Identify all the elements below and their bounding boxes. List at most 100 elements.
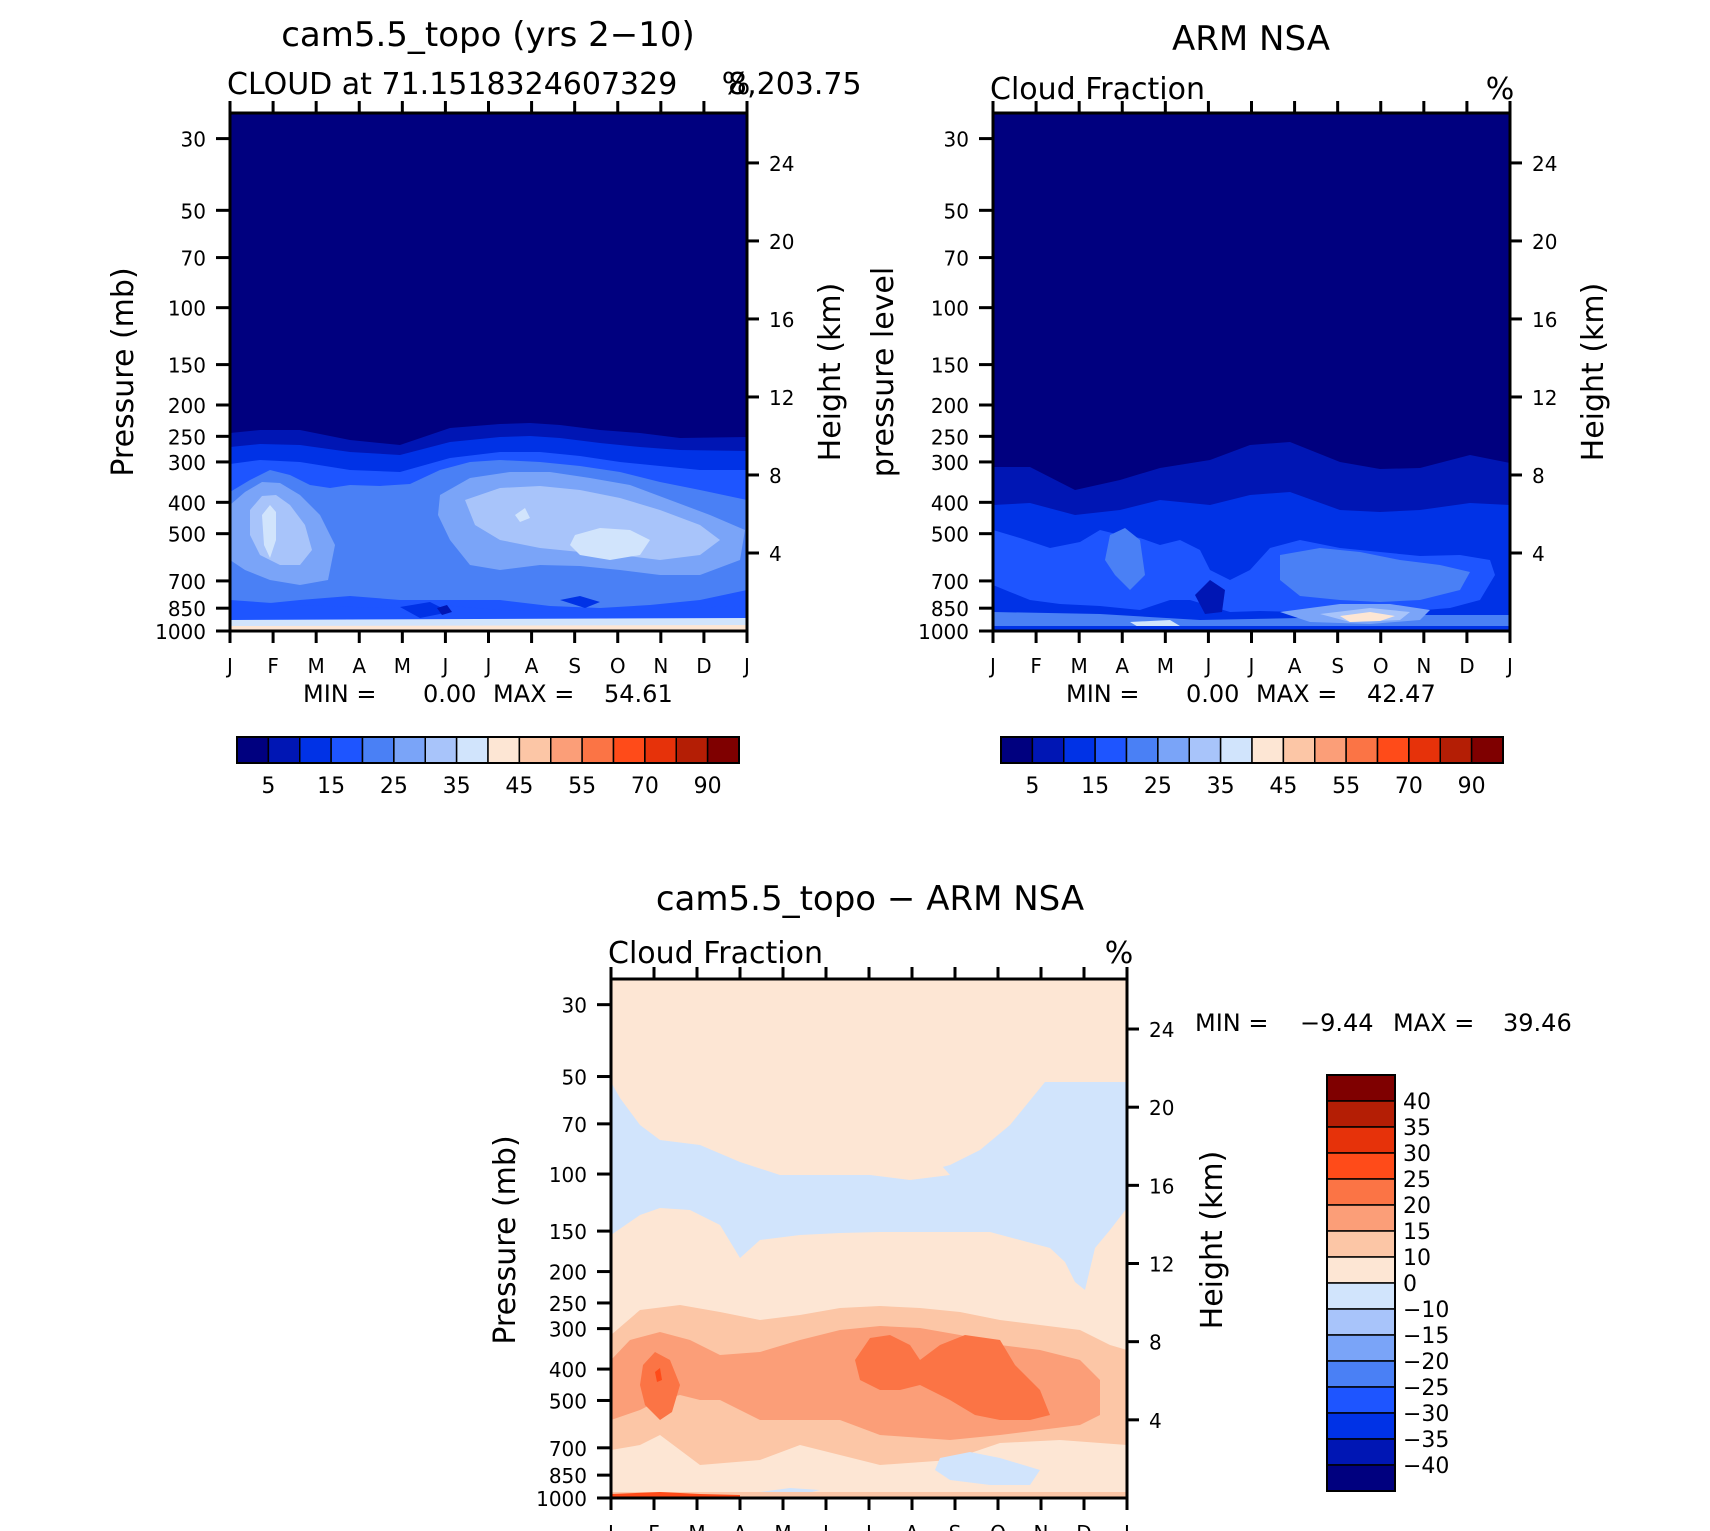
colorbar-label: −15 — [1403, 1324, 1449, 1349]
colorbar-frame — [236, 736, 740, 764]
colorbar-label: 55 — [568, 774, 596, 799]
colorbar-label: 5 — [261, 774, 275, 799]
panel-model-min-value: 0.00 — [423, 680, 476, 708]
pressure-tick-label: 150 — [168, 354, 206, 378]
colorbar-label: 70 — [1395, 774, 1423, 799]
month-tick-label: A — [733, 1521, 747, 1531]
month-tick-label: O — [990, 1521, 1006, 1531]
height-tick-label: 16 — [1149, 1174, 1174, 1198]
panel-diff-max-value: 39.46 — [1503, 1009, 1572, 1037]
pressure-tick-label: 400 — [931, 491, 969, 515]
colorbar-label: 30 — [1403, 1142, 1431, 1167]
colorbar-swatch — [1000, 736, 1034, 764]
month-tick-label: D — [1076, 1521, 1091, 1531]
colorbar-swatch — [1376, 736, 1410, 764]
panel-obs-min-value: 0.00 — [1186, 680, 1239, 708]
colorbar-swatch — [518, 736, 552, 764]
panel-obs-min-label: MIN = — [1066, 680, 1139, 708]
month-tick-label: D — [696, 654, 711, 678]
colorbar-swatch — [1326, 1282, 1396, 1310]
month-tick-label: J — [988, 654, 996, 678]
pressure-tick-label: 500 — [549, 1389, 587, 1413]
month-tick-label: A — [1288, 654, 1302, 678]
panel-obs-colorbar: 5 15 25 35 45 55 70 90 — [1000, 736, 1504, 799]
colorbar-swatch — [1326, 1152, 1396, 1180]
colorbar-swatch — [1094, 736, 1128, 764]
colorbar-swatch — [1282, 736, 1316, 764]
pressure-tick-label: 200 — [549, 1261, 587, 1285]
month-tick-label: J — [1505, 654, 1513, 678]
pressure-tick-label: 700 — [549, 1437, 587, 1461]
colorbar-label: −35 — [1403, 1428, 1449, 1453]
colorbar-label: 25 — [380, 774, 408, 799]
colorbar-swatch — [550, 736, 583, 764]
colorbar-swatch — [1326, 1360, 1396, 1388]
height-tick-label: 16 — [769, 308, 794, 332]
pressure-tick-label: 250 — [931, 425, 969, 449]
colorbar-label: 70 — [631, 774, 659, 799]
colorbar-label: 25 — [1144, 774, 1172, 799]
colorbar-swatch — [1326, 1204, 1396, 1232]
contour-30b — [465, 486, 720, 560]
contour-20 — [1105, 528, 1145, 590]
contour-neg-upper — [611, 1082, 1127, 1290]
colorbar-swatch — [675, 736, 709, 764]
month-tick-label: O — [1373, 654, 1389, 678]
month-tick-label: J — [440, 654, 448, 678]
colorbar-swatch — [393, 736, 426, 764]
contour-5-low-c — [560, 596, 600, 608]
contour-low-light — [935, 1452, 1040, 1485]
panel-model-subtitle: CLOUD at 71.1518324607329 — [227, 67, 677, 102]
contour-5-low — [1195, 580, 1225, 614]
colorbar-label: −30 — [1403, 1402, 1449, 1427]
pressure-tick-label: 1000 — [918, 620, 969, 644]
pressure-tick-label: 250 — [168, 425, 206, 449]
colorbar-swatch — [1063, 736, 1096, 764]
colorbar-swatch — [424, 736, 458, 764]
month-tick-label: J — [1247, 654, 1255, 678]
panel-model-title: cam5.5_topo (yrs 2−10) — [281, 15, 695, 55]
colorbar-swatch — [236, 736, 270, 764]
colorbar-frame — [1000, 736, 1504, 764]
colorbar-label: 25 — [1403, 1168, 1431, 1193]
surface-band — [993, 626, 1510, 631]
height-tick-label: 20 — [1532, 230, 1557, 254]
panel-model-units: % — [722, 67, 751, 102]
colorbar-swatch — [1470, 736, 1504, 764]
panel-diff-subtitle: Cloud Fraction — [608, 936, 823, 971]
colorbar-label: 55 — [1332, 774, 1360, 799]
colorbar-swatch — [644, 736, 677, 764]
height-tick-label: 4 — [1532, 542, 1545, 566]
month-tick-label: A — [905, 1521, 919, 1531]
surface-band — [230, 624, 747, 631]
colorbar-swatch — [1326, 1464, 1396, 1492]
height-tick-label: 8 — [1149, 1331, 1162, 1355]
height-tick-label: 4 — [769, 542, 782, 566]
height-tick-label: 24 — [1149, 1018, 1174, 1042]
month-tick-label: N — [653, 654, 668, 678]
panel-diff-ylabel: Pressure (mb) — [488, 1135, 523, 1344]
month-tick-label: J — [1122, 1521, 1130, 1531]
panel-diff-max-label: MAX = — [1393, 1009, 1474, 1037]
month-tick-label: N — [1416, 654, 1431, 678]
colorbar-swatch — [361, 736, 395, 764]
month-tick-label: S — [949, 1521, 962, 1531]
panel-model-colorbar: 5 15 25 35 45 55 70 90 — [236, 736, 740, 799]
pressure-tick-label: 850 — [549, 1464, 587, 1488]
panel-obs: ARM NSA Cloud Fraction % J F M A M J J A S O N D J30… — [866, 19, 1611, 799]
colorbar-swatch — [706, 736, 740, 764]
colorbar-swatch — [1031, 736, 1065, 764]
colorbar-swatch — [1326, 1230, 1396, 1258]
colorbar-swatch — [1314, 736, 1347, 764]
pressure-tick-label: 500 — [931, 523, 969, 547]
colorbar-swatch — [1188, 736, 1222, 764]
pressure-tick-label: 500 — [168, 523, 206, 547]
colorbar-swatch — [1326, 1308, 1396, 1336]
colorbar-label: 0 — [1403, 1272, 1417, 1297]
colorbar-swatch — [1326, 1074, 1396, 1102]
pressure-tick-label: 100 — [168, 297, 206, 321]
